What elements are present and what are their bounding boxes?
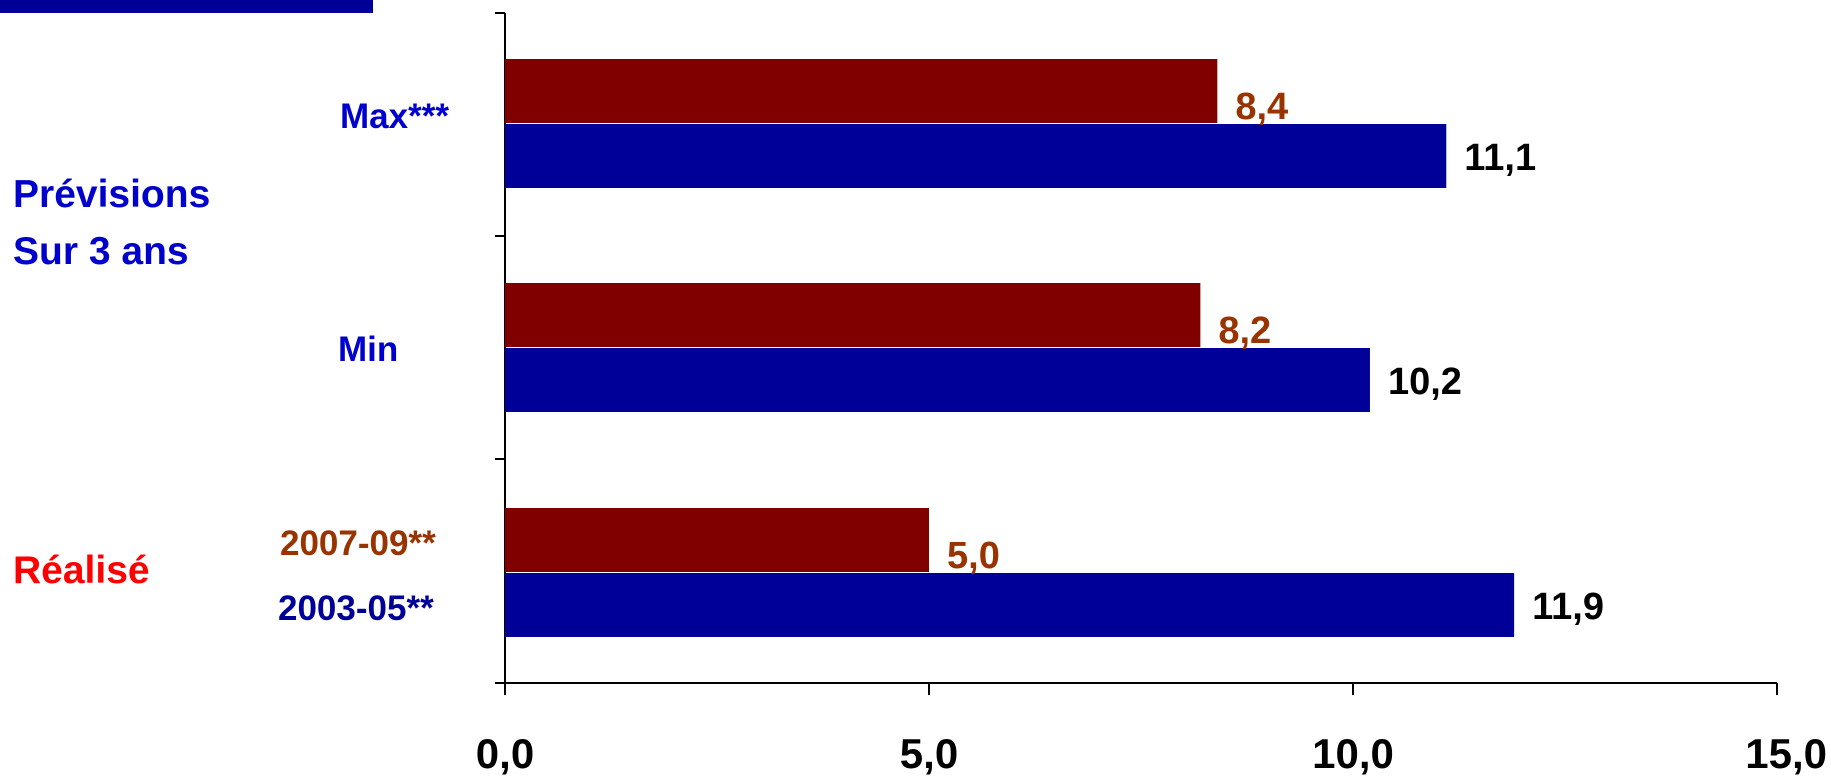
bar-min-series-0 xyxy=(505,283,1201,347)
value-label-realise-series-0: 5,0 xyxy=(947,535,1000,577)
x-tick-label: 15,0 xyxy=(1745,730,1827,777)
bar-realise-series-0 xyxy=(505,508,929,572)
group-label-2003-05: 2003-05** xyxy=(278,589,434,628)
group-labels: Max*** Min 2007-09** 2003-05** xyxy=(278,97,449,628)
bars xyxy=(505,59,1515,637)
x-ticks: 0,0 5,0 10,0 15,0 xyxy=(476,683,1827,777)
bar-max-series-0 xyxy=(505,59,1218,123)
header-block xyxy=(0,0,373,13)
value-label-max-series-0: 8,4 xyxy=(1235,86,1288,128)
value-label-min-series-0: 8,2 xyxy=(1218,310,1271,352)
bar-realise-series-1 xyxy=(505,573,1515,637)
x-tick-label: 10,0 xyxy=(1312,730,1394,777)
x-tick-label: 5,0 xyxy=(900,730,958,777)
group-label-max: Max*** xyxy=(340,97,449,136)
value-label-max-series-1: 11,1 xyxy=(1464,137,1536,179)
value-label-min-series-1: 10,2 xyxy=(1388,361,1462,403)
group-label-min: Min xyxy=(338,330,398,369)
value-labels: 5,0 11,9 8,2 10,2 8,4 11,1 xyxy=(947,86,1604,628)
header-realise: Réalisé xyxy=(13,549,150,592)
x-tick-label: 0,0 xyxy=(476,730,534,777)
y-ticks xyxy=(495,12,505,684)
value-label-realise-series-1: 11,9 xyxy=(1532,586,1604,628)
bar-max-series-1 xyxy=(505,124,1447,188)
bar-min-series-1 xyxy=(505,348,1370,412)
header-previsions-line1: Prévisions xyxy=(13,173,210,216)
header-previsions-line2: Sur 3 ans xyxy=(13,230,189,273)
group-label-2007-09: 2007-09** xyxy=(280,524,436,563)
